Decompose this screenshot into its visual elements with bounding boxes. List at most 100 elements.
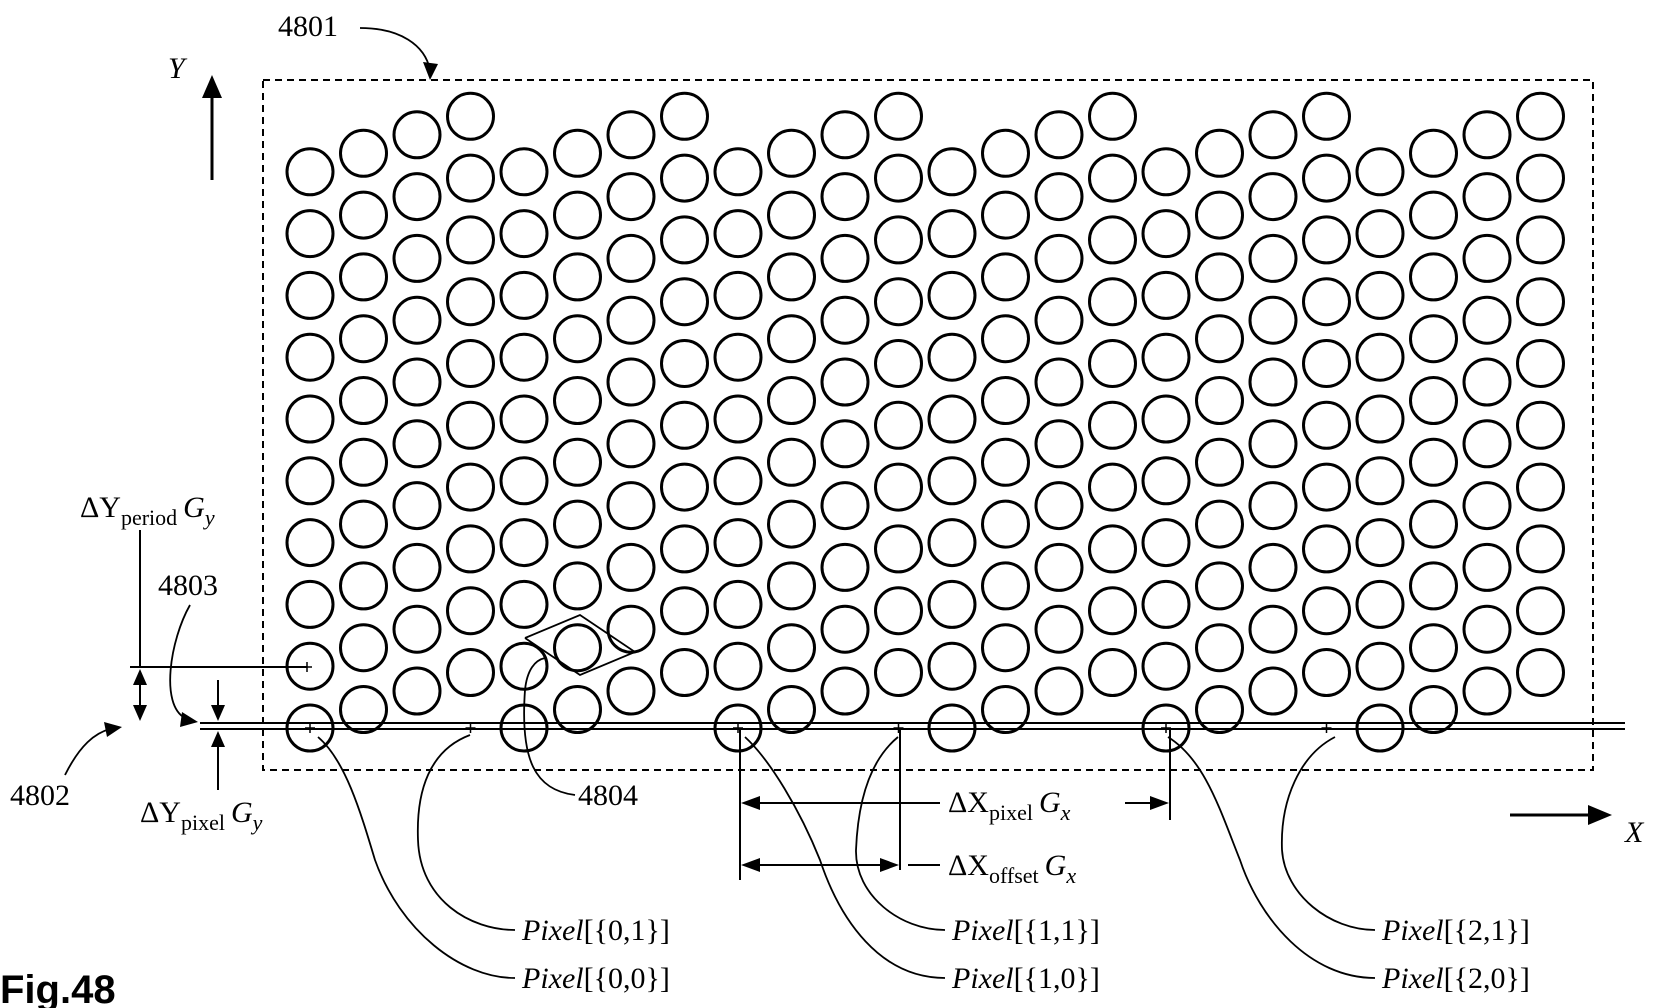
lattice-circle <box>1141 579 1191 629</box>
lattice-circle <box>1516 215 1565 265</box>
lattice-circle <box>1462 542 1512 592</box>
lattice-circle <box>1302 400 1351 450</box>
lattice-circle <box>553 561 602 611</box>
dy-pixel-label: ΔYpixel Gy <box>140 796 263 835</box>
lattice-circle <box>553 314 602 364</box>
lattice-circle <box>606 542 656 592</box>
lattice-circle <box>1088 91 1137 141</box>
lattice-circle <box>1034 604 1084 654</box>
pixel-label-0-0: Pixel[{0,0}] <box>521 962 670 995</box>
lattice-circle <box>339 252 388 302</box>
lattice-circle <box>446 91 495 141</box>
lattice-circle <box>1195 685 1244 734</box>
lattice-circle <box>339 623 388 673</box>
lattice-circle <box>660 586 709 636</box>
ref-label-4801: 4801 <box>278 10 338 43</box>
lattice-circle <box>1248 542 1298 592</box>
leader-4802 <box>64 728 111 776</box>
lattice-circle <box>1195 252 1244 302</box>
lattice-circle <box>660 215 709 265</box>
lattice-circle <box>285 147 335 197</box>
lattice-circle <box>285 579 335 629</box>
dx-offset-dimension <box>750 730 940 870</box>
lattice-circle <box>820 542 870 592</box>
lattice-circle <box>1141 518 1191 568</box>
lattice-circle <box>392 233 442 283</box>
lattice-circle <box>660 339 709 388</box>
lattice-circle <box>660 153 709 203</box>
lattice-circle <box>339 437 388 487</box>
lattice-circle <box>499 394 549 444</box>
lattice-circle <box>1409 376 1458 425</box>
lattice-circle <box>874 91 923 141</box>
lattice-circle <box>1516 339 1565 388</box>
lattice-circle <box>1141 209 1191 259</box>
lattice-circle <box>1409 685 1458 734</box>
lattice-circle <box>1034 357 1084 407</box>
lattice-circle <box>1409 128 1458 178</box>
lattice-circle <box>1355 147 1405 197</box>
lattice-circle <box>767 190 816 240</box>
lattice-circle <box>1248 481 1298 531</box>
lattice-circle <box>606 172 656 222</box>
lattice-circle <box>874 462 923 512</box>
lattice-circle <box>1462 604 1512 654</box>
lattice-circle <box>1409 437 1458 487</box>
lattice-circle <box>285 456 335 506</box>
lattice-circle <box>1248 233 1298 283</box>
polygon-4804 <box>524 613 637 677</box>
lattice-circle <box>446 400 495 450</box>
lattice-circle <box>446 339 495 388</box>
lattice-circle <box>1355 209 1405 259</box>
lattice-circle <box>1034 481 1084 531</box>
lattice-circle <box>1195 376 1244 425</box>
lattice-circle <box>981 314 1030 364</box>
circle-lattice <box>285 91 1565 753</box>
lattice-circle <box>1248 604 1298 654</box>
lattice-circle <box>713 641 763 691</box>
lattice-circle <box>446 462 495 512</box>
lattice-circle <box>606 604 656 654</box>
lattice-circle <box>1141 332 1191 382</box>
lattice-circle <box>660 277 709 327</box>
lattice-circle <box>1462 295 1512 345</box>
pixel-label-2-1: Pixel[{2,1}] <box>1381 914 1530 947</box>
lattice-circle <box>1409 252 1458 302</box>
lattice-circle <box>1034 110 1084 160</box>
lattice-circle <box>392 110 442 160</box>
lattice-circle <box>1302 277 1351 327</box>
leader-4803 <box>169 604 191 719</box>
lattice-circle <box>874 153 923 203</box>
lattice-circle <box>767 437 816 487</box>
lattice-circle <box>446 215 495 265</box>
lattice-circle <box>499 209 549 259</box>
figure-title: Fig.48 <box>0 968 116 1008</box>
lattice-circle <box>1355 456 1405 506</box>
lattice-circle <box>660 91 709 141</box>
dy-period-arrow-up <box>133 669 147 685</box>
lattice-circle <box>606 357 656 407</box>
y-axis-label: Y <box>168 52 188 85</box>
dx-offset-arrow-left <box>741 858 760 872</box>
dy-pixel-arrow-down <box>211 705 225 721</box>
lattice-circle <box>606 666 656 716</box>
lattice-circle <box>927 209 977 259</box>
lattice-circle <box>499 518 549 568</box>
lattice-circle <box>927 147 977 197</box>
lattice-circle <box>339 499 388 549</box>
lattice-circle <box>1195 190 1244 240</box>
lattice-circle <box>660 400 709 450</box>
leader-4804 <box>523 657 576 796</box>
lattice-circle <box>820 295 870 345</box>
lattice-circle <box>820 110 870 160</box>
lattice-circle <box>1302 648 1351 697</box>
lattice-circle <box>767 252 816 302</box>
lattice-circle <box>1462 110 1512 160</box>
lattice-circle <box>1409 190 1458 240</box>
lattice-circle <box>981 499 1030 549</box>
lattice-circle <box>499 332 549 382</box>
lattice-circle <box>339 314 388 364</box>
lattice-circle <box>927 332 977 382</box>
lattice-circle <box>1088 586 1137 636</box>
